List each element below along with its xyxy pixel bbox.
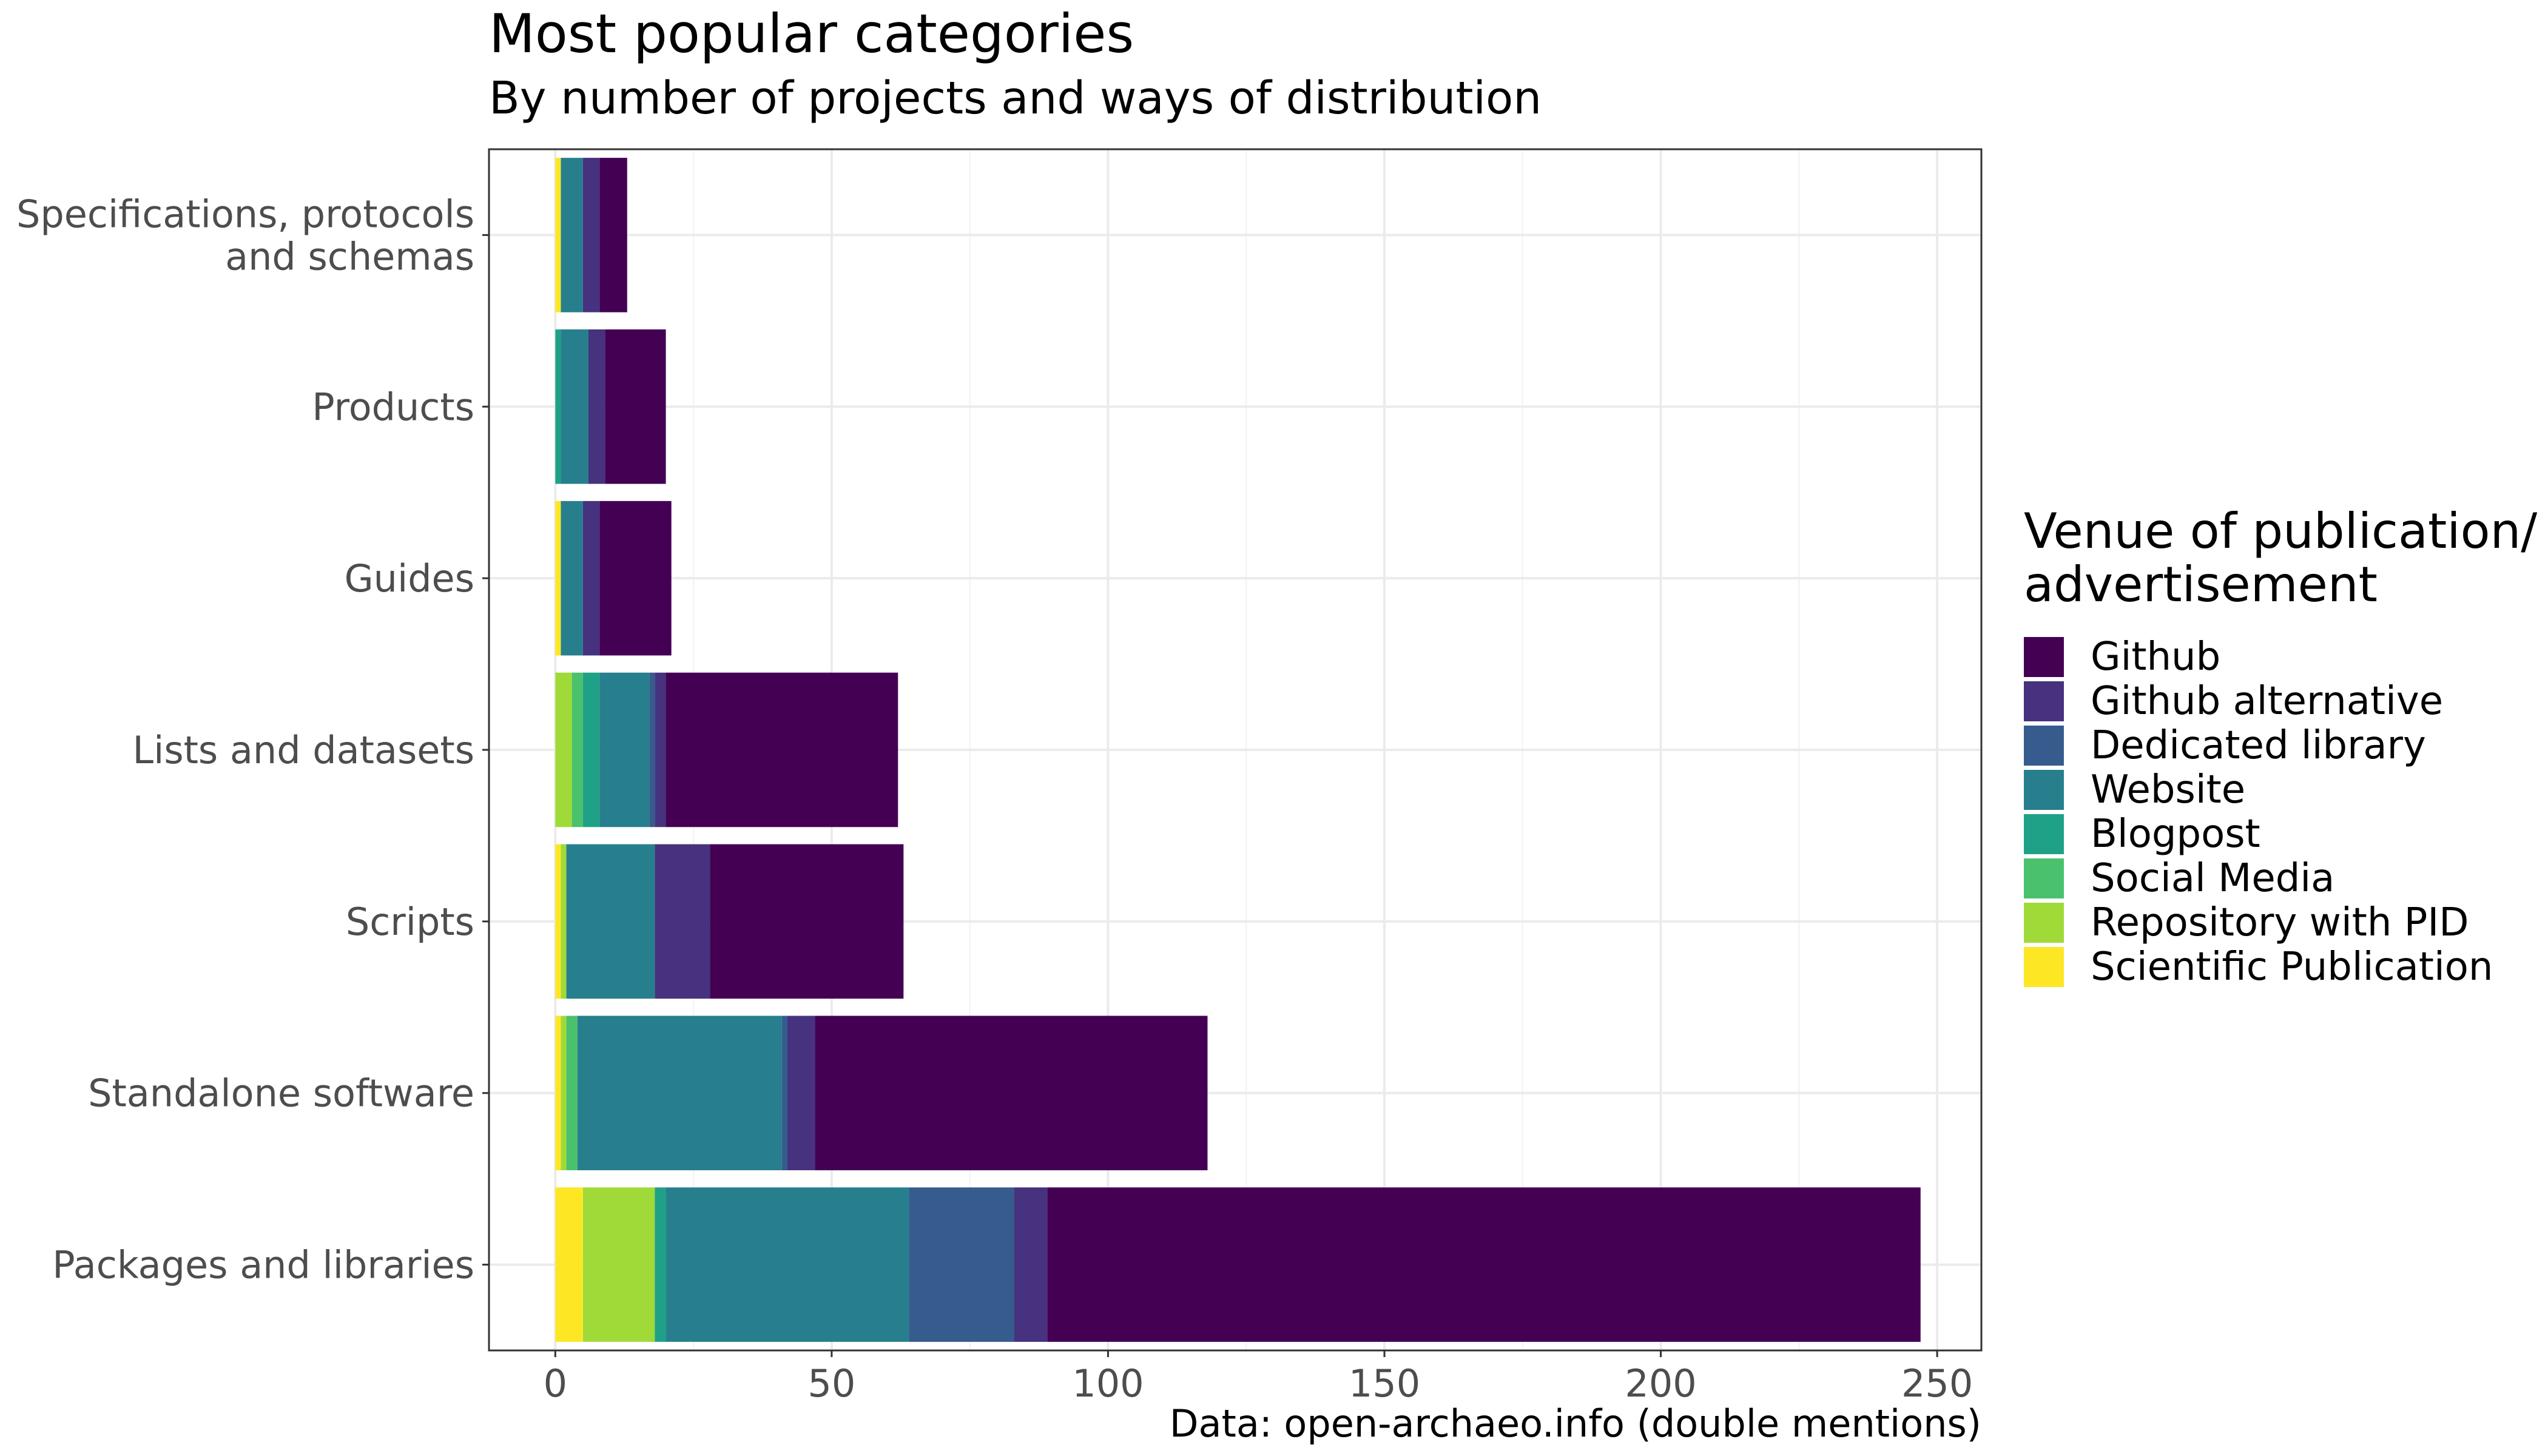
bar-segment <box>599 158 627 312</box>
legend-swatch <box>2024 902 2064 943</box>
legend: Venue of publication/ advertisement Gith… <box>2024 505 2548 989</box>
legend-label: Social Media <box>2091 855 2335 901</box>
legend-label: Repository with PID <box>2091 900 2469 945</box>
legend-swatch <box>2024 814 2064 854</box>
bar-segment <box>571 672 583 827</box>
bar-segment <box>605 329 666 484</box>
bar-segment <box>555 500 561 656</box>
legend-item: Repository with PID <box>2024 900 2548 945</box>
bar-segment <box>599 672 650 827</box>
legend-items: Github Github alternative Dedicated librar… <box>2024 635 2548 989</box>
legend-item: Social Media <box>2024 855 2548 901</box>
bar-segment <box>561 1016 567 1170</box>
legend-label: Blogpost <box>2091 811 2260 857</box>
y-tick-label: Scripts <box>346 900 474 944</box>
chart-subtitle: By number of projects and ways of distri… <box>489 72 1542 124</box>
y-tick-label: Guides <box>345 556 474 601</box>
bar-segment <box>555 158 561 312</box>
legend-swatch <box>2024 636 2064 677</box>
bar-segment <box>582 1187 655 1342</box>
bar-segment <box>655 672 666 827</box>
bar-segment <box>555 329 561 484</box>
bar-segment <box>555 844 561 999</box>
bar-segment <box>555 1016 561 1170</box>
legend-swatch <box>2024 681 2064 721</box>
legend-item: Scientific Publication <box>2024 945 2548 989</box>
bar-segment <box>666 1187 909 1342</box>
chart-title: Most popular categories <box>489 2 1134 65</box>
legend-label: Github alternative <box>2091 678 2444 724</box>
y-tick-label: Lists and datasets <box>133 728 474 772</box>
bar-segment <box>649 672 655 827</box>
chart-caption: Data: open-archaeo.info (double mentions… <box>1169 1401 1981 1446</box>
legend-swatch <box>2024 769 2064 810</box>
bar-segment <box>577 1016 782 1170</box>
legend-swatch <box>2024 725 2064 766</box>
legend-item: Dedicated library <box>2024 723 2548 768</box>
bar-segment <box>561 500 583 656</box>
bar-segment <box>555 672 572 827</box>
bar-segment <box>588 329 605 484</box>
bar-segment <box>815 1016 1208 1170</box>
x-tick-label: 200 <box>1625 1361 1696 1406</box>
bar-segment <box>582 672 600 827</box>
bar-segment <box>710 844 904 999</box>
legend-label: Website <box>2091 767 2246 812</box>
bar-segment <box>781 1016 787 1170</box>
bar-segment <box>561 158 583 312</box>
x-tick-label: 150 <box>1349 1361 1420 1406</box>
legend-item: Website <box>2024 767 2548 812</box>
bar-segment <box>666 672 898 827</box>
bar-segment <box>566 1016 578 1170</box>
bars <box>555 158 1921 1342</box>
bar-segment <box>655 844 710 999</box>
bar-segment <box>787 1016 815 1170</box>
bar-segment <box>1014 1187 1048 1342</box>
y-tick-label: Standalone software <box>88 1071 474 1116</box>
legend-label: Scientific Publication <box>2091 944 2493 989</box>
bar-segment <box>582 500 600 656</box>
legend-item: Github <box>2024 635 2548 679</box>
legend-label: Dedicated library <box>2091 723 2426 768</box>
y-tick-label: Specifications, protocols and schemas <box>16 192 474 278</box>
legend-label: Github <box>2091 634 2221 679</box>
x-tick-label: 100 <box>1072 1361 1144 1406</box>
bar-segment <box>655 1187 666 1342</box>
bar-segment <box>566 844 655 999</box>
bar-segment <box>555 1187 583 1342</box>
x-tick-label: 250 <box>1901 1361 1973 1406</box>
y-axis: Specifications, protocols and schemas Prod… <box>16 192 489 1287</box>
bar-segment <box>582 158 600 312</box>
legend-swatch <box>2024 946 2064 987</box>
legend-title: Venue of publication/ advertisement <box>2024 503 2538 613</box>
x-tick-label: 0 <box>544 1361 567 1406</box>
x-tick-label: 50 <box>807 1361 855 1406</box>
bar-segment <box>1047 1187 1921 1342</box>
x-axis: 0 50 100 150 200 250 <box>544 1350 1973 1406</box>
y-tick-label: Products <box>312 385 474 429</box>
bar-segment <box>599 500 672 656</box>
legend-item: Blogpost <box>2024 811 2548 857</box>
bar-segment <box>561 329 588 484</box>
legend-item: Github alternative <box>2024 678 2548 724</box>
legend-swatch <box>2024 858 2064 898</box>
y-tick-label: Packages and libraries <box>52 1243 474 1287</box>
bar-segment <box>561 844 567 999</box>
bar-segment <box>909 1187 1014 1342</box>
